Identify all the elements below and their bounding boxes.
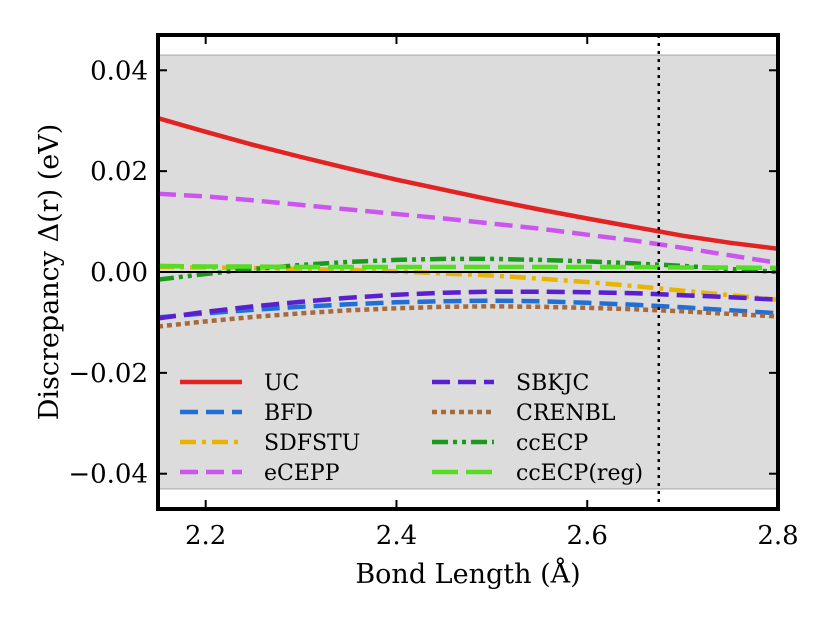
series-line-ccecp-reg xyxy=(158,263,778,271)
plot-frame xyxy=(156,33,780,511)
series-line-uc xyxy=(158,116,778,252)
series-layer xyxy=(158,116,778,329)
legend-label: ccECP(reg) xyxy=(516,461,643,486)
x-tick-label: 2.8 xyxy=(757,521,798,551)
legend-label: ccECP xyxy=(516,431,589,456)
series-line-crenbl xyxy=(158,304,778,329)
x-tick-label: 2.4 xyxy=(376,521,417,551)
legend-label: SDFSTU xyxy=(264,431,360,456)
legend-label: SBKJC xyxy=(516,371,589,396)
legend-label: CRENBL xyxy=(516,401,616,426)
legend-label: BFD xyxy=(264,401,313,426)
y-tick-label: −0.02 xyxy=(68,359,148,389)
y-axis-title: Discrepancy Δ(r) (eV) xyxy=(34,124,65,420)
x-axis-title: Bond Length (Å) xyxy=(355,557,580,590)
y-tick-label: −0.04 xyxy=(68,460,148,490)
axis-ticks: 2.2 2.4 2.6 2.8 0.04 0.02 0.00 −0.02 −0.04 xyxy=(68,35,799,551)
series-line-sbkjc xyxy=(158,289,778,321)
legend-label: UC xyxy=(264,371,299,396)
y-tick-label: 0.04 xyxy=(90,56,148,86)
legend: UC BFD SDFSTU eCEPP SBKJC CRENBL ccECP ccECP(re… xyxy=(180,371,643,486)
legend-label: eCEPP xyxy=(264,461,340,486)
x-tick-label: 2.2 xyxy=(185,521,226,551)
y-tick-label: 0.02 xyxy=(90,157,148,187)
x-tick-label: 2.6 xyxy=(567,521,608,551)
y-tick-label: 0.00 xyxy=(90,258,148,288)
